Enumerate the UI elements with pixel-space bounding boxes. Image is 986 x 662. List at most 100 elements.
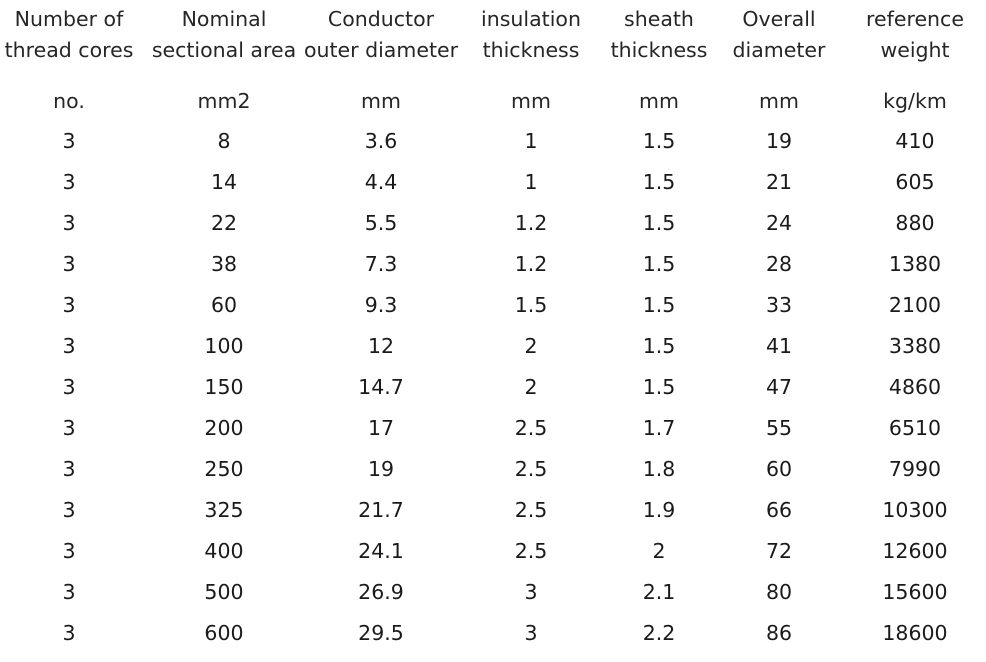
cell-sheath-thickness: 2.2 [642,621,676,645]
cell-reference-weight: 3380 [888,334,942,358]
header-insulation-thickness-line-2: thickness [482,38,580,62]
cell-nominal-sectional-area: 400 [204,539,244,563]
cell-number-of-thread-cores: 3 [62,457,76,481]
cell-insulation-thickness: 2 [524,375,538,399]
cell-sheath-thickness: 1.5 [642,293,676,317]
cell-overall-diameter: 41 [765,334,793,358]
cell-insulation-thickness: 1.5 [514,293,548,317]
cell-number-of-thread-cores: 3 [62,334,76,358]
cell-overall-diameter: 66 [765,498,793,522]
cell-nominal-sectional-area: 100 [204,334,244,358]
cell-nominal-sectional-area: 14 [210,170,238,194]
cell-number-of-thread-cores: 3 [62,621,76,645]
cell-sheath-thickness: 1.5 [642,252,676,276]
cell-number-of-thread-cores: 3 [62,293,76,317]
cell-nominal-sectional-area: 150 [204,375,244,399]
cell-nominal-sectional-area: 500 [204,580,244,604]
cell-reference-weight: 18600 [882,621,948,645]
cell-reference-weight: 6510 [888,416,942,440]
cell-number-of-thread-cores: 3 [62,129,76,153]
header-insulation-thickness-line-1: insulation [481,7,581,31]
cell-insulation-thickness: 2.5 [514,539,548,563]
cell-reference-weight: 1380 [888,252,942,276]
unit-overall-diameter: mm [759,89,799,113]
cell-overall-diameter: 86 [765,621,793,645]
unit-sheath-thickness: mm [639,89,679,113]
header-overall-diameter-line-2: diameter [732,38,826,62]
cell-number-of-thread-cores: 3 [62,170,76,194]
cell-nominal-sectional-area: 325 [204,498,244,522]
header-conductor-outer-diameter-line-1: Conductor [327,7,435,31]
cell-conductor-outer-diameter: 14.7 [358,375,404,399]
cell-nominal-sectional-area: 600 [204,621,244,645]
cell-overall-diameter: 72 [765,539,793,563]
cell-overall-diameter: 33 [765,293,793,317]
cell-sheath-thickness: 1.5 [642,170,676,194]
header-sheath-thickness-line-1: sheath [624,7,694,31]
cell-conductor-outer-diameter: 3.6 [364,129,398,153]
cell-sheath-thickness: 1.5 [642,211,676,235]
cell-insulation-thickness: 2.5 [514,416,548,440]
cell-reference-weight: 605 [895,170,935,194]
cell-overall-diameter: 55 [765,416,793,440]
cell-sheath-thickness: 2 [652,539,666,563]
cell-conductor-outer-diameter: 7.3 [364,252,398,276]
cell-sheath-thickness: 1.5 [642,375,676,399]
cell-insulation-thickness: 3 [524,580,538,604]
cell-insulation-thickness: 2.5 [514,457,548,481]
cell-number-of-thread-cores: 3 [62,211,76,235]
header-nominal-sectional-area-line-2: sectional area [151,38,297,62]
header-reference-weight-line-2: weight [880,38,950,62]
header-number-of-thread-cores-line-2: thread cores [4,38,134,62]
cell-conductor-outer-diameter: 4.4 [364,170,398,194]
cell-nominal-sectional-area: 8 [217,129,231,153]
header-conductor-outer-diameter-line-2: outer diameter [303,38,459,62]
cell-number-of-thread-cores: 3 [62,539,76,563]
cell-overall-diameter: 47 [765,375,793,399]
cell-nominal-sectional-area: 250 [204,457,244,481]
cell-sheath-thickness: 1.7 [642,416,676,440]
cell-sheath-thickness: 1.9 [642,498,676,522]
cell-nominal-sectional-area: 22 [210,211,238,235]
cell-number-of-thread-cores: 3 [62,375,76,399]
cell-reference-weight: 2100 [888,293,942,317]
cell-reference-weight: 410 [895,129,935,153]
cell-insulation-thickness: 1.2 [514,252,548,276]
cell-insulation-thickness: 2.5 [514,498,548,522]
cell-conductor-outer-diameter: 29.5 [358,621,404,645]
unit-reference-weight: kg/km [883,89,947,113]
unit-insulation-thickness: mm [511,89,551,113]
cell-insulation-thickness: 1.2 [514,211,548,235]
unit-conductor-outer-diameter: mm [361,89,401,113]
cell-reference-weight: 7990 [888,457,942,481]
cell-insulation-thickness: 3 [524,621,538,645]
cell-insulation-thickness: 1 [524,129,538,153]
cell-conductor-outer-diameter: 9.3 [364,293,398,317]
header-overall-diameter-line-1: Overall [742,7,816,31]
unit-nominal-sectional-area: mm2 [197,89,251,113]
cell-sheath-thickness: 1.5 [642,129,676,153]
cell-conductor-outer-diameter: 21.7 [358,498,404,522]
cell-sheath-thickness: 1.8 [642,457,676,481]
cell-reference-weight: 10300 [882,498,948,522]
cell-sheath-thickness: 2.1 [642,580,676,604]
cell-number-of-thread-cores: 3 [62,252,76,276]
cell-conductor-outer-diameter: 5.5 [364,211,398,235]
cell-reference-weight: 12600 [882,539,948,563]
cell-insulation-thickness: 2 [524,334,538,358]
cell-overall-diameter: 80 [765,580,793,604]
cell-overall-diameter: 28 [765,252,793,276]
header-sheath-thickness-line-2: thickness [610,38,708,62]
cell-reference-weight: 880 [895,211,935,235]
cell-reference-weight: 15600 [882,580,948,604]
cell-number-of-thread-cores: 3 [62,498,76,522]
cell-number-of-thread-cores: 3 [62,580,76,604]
header-reference-weight-line-1: reference [866,7,964,31]
cell-sheath-thickness: 1.5 [642,334,676,358]
cell-conductor-outer-diameter: 24.1 [358,539,404,563]
cell-conductor-outer-diameter: 19 [367,457,395,481]
cell-number-of-thread-cores: 3 [62,416,76,440]
unit-number-of-thread-cores: no. [53,89,85,113]
cell-insulation-thickness: 1 [524,170,538,194]
